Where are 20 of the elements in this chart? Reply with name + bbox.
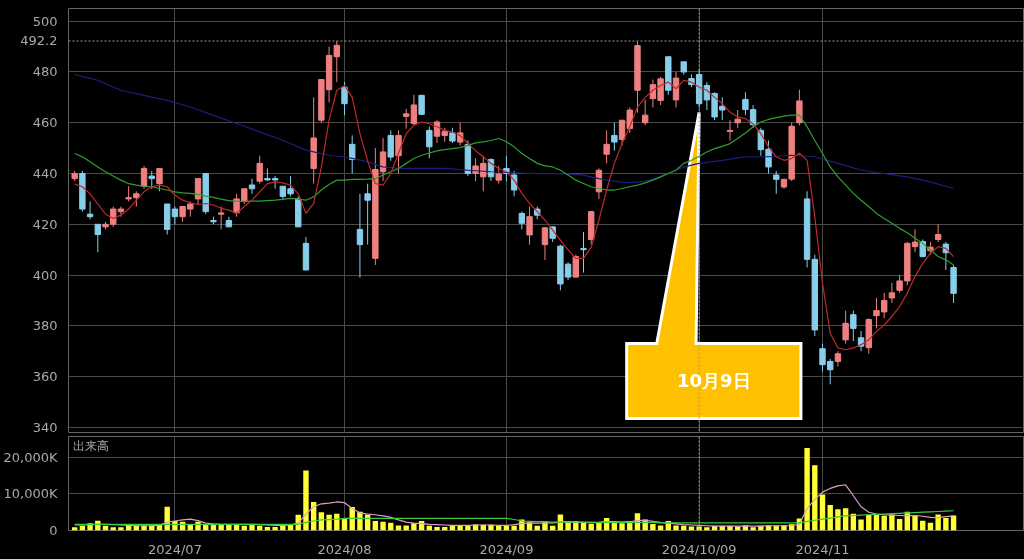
x-tick-label: 2024/10/09 [661,541,737,557]
y-tick-label: 380 [32,318,58,334]
chart-title: 出来高 [72,438,109,453]
ref-line-label: 492.2 [20,33,58,49]
annotation: 10月9日 [677,370,751,392]
y-tick-label: 480 [32,64,58,80]
y-tick-label: 340 [32,419,58,435]
x-tick-label: 2024/11 [795,541,850,557]
y-tick-label: 0 [49,523,58,538]
y-tick-label: 360 [32,369,58,385]
x-tick-label: 2024/09 [479,541,534,557]
y-tick-label: 10,000K [3,486,58,502]
y-tick-label: 400 [32,267,58,283]
y-tick-label: 460 [32,115,58,131]
x-tick-label: 2024/08 [317,541,372,557]
y-tick-label: 420 [32,216,58,232]
y-tick-label: 500 [32,13,58,29]
y-tick-label: 20,000K [3,449,58,465]
y-tick-label: 440 [32,166,58,182]
x-tick-label: 2024/07 [147,541,202,557]
